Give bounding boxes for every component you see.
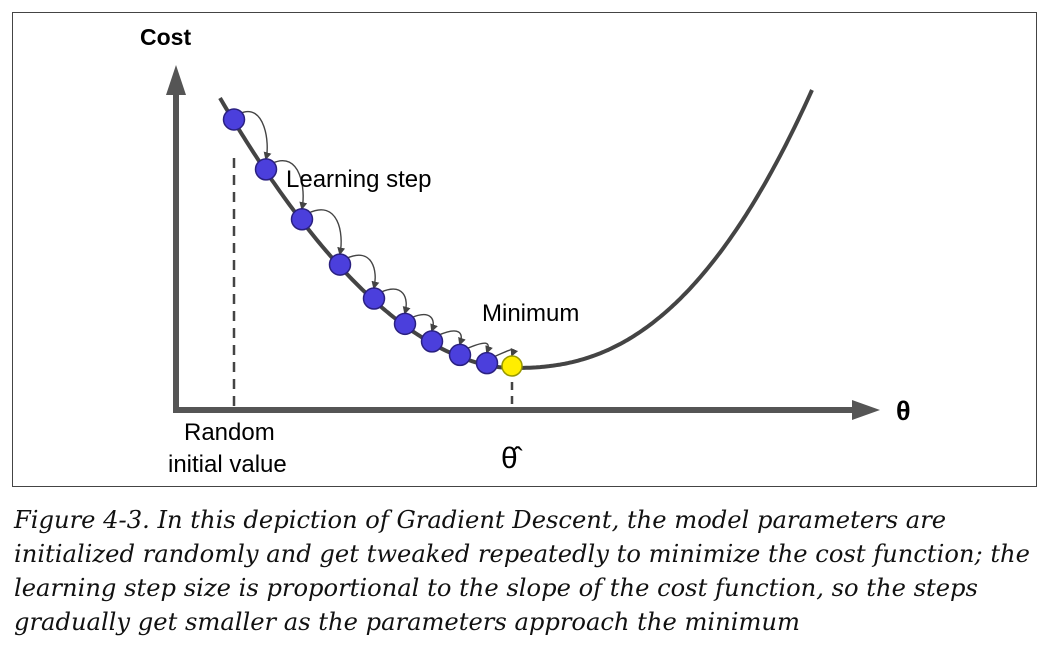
minimum-point — [501, 355, 523, 377]
learning-step-arrow — [271, 160, 308, 211]
random-label: Random — [184, 419, 275, 446]
initial-value-label: initial value — [168, 451, 287, 478]
step-point — [290, 208, 314, 231]
learning-step-arrow — [465, 342, 493, 355]
learning-step-arrow — [437, 330, 466, 346]
learning-step-arrow — [345, 254, 380, 290]
step-points — [222, 108, 523, 377]
learning-step-arrow — [410, 313, 438, 333]
y-axis-label: Cost — [140, 24, 191, 50]
learning-step-label: Learning step — [286, 166, 431, 193]
x-axis-label: θ — [896, 396, 911, 426]
step-point — [362, 287, 386, 310]
y-axis-arrowhead — [166, 65, 186, 95]
step-point — [475, 351, 499, 375]
figure-caption: Figure 4-3. In this depiction of Gradien… — [14, 506, 1030, 636]
learning-step-arrow — [492, 347, 519, 358]
minimum-label: Minimum — [482, 300, 579, 327]
step-point — [420, 330, 444, 353]
step-point — [393, 312, 417, 336]
step-point — [448, 343, 472, 367]
theta-hat-label: θ̂ — [501, 442, 523, 475]
step-arrows — [239, 110, 519, 358]
step-point — [328, 253, 352, 276]
learning-step-arrow — [239, 110, 272, 161]
step-point — [222, 108, 246, 131]
learning-step-arrow — [379, 288, 411, 315]
learning-step-arrow — [307, 209, 346, 256]
step-point — [254, 158, 278, 181]
x-axis-arrowhead — [852, 400, 880, 420]
gradient-descent-diagram: Cost θ Learning step Minimum Random init… — [140, 24, 911, 478]
